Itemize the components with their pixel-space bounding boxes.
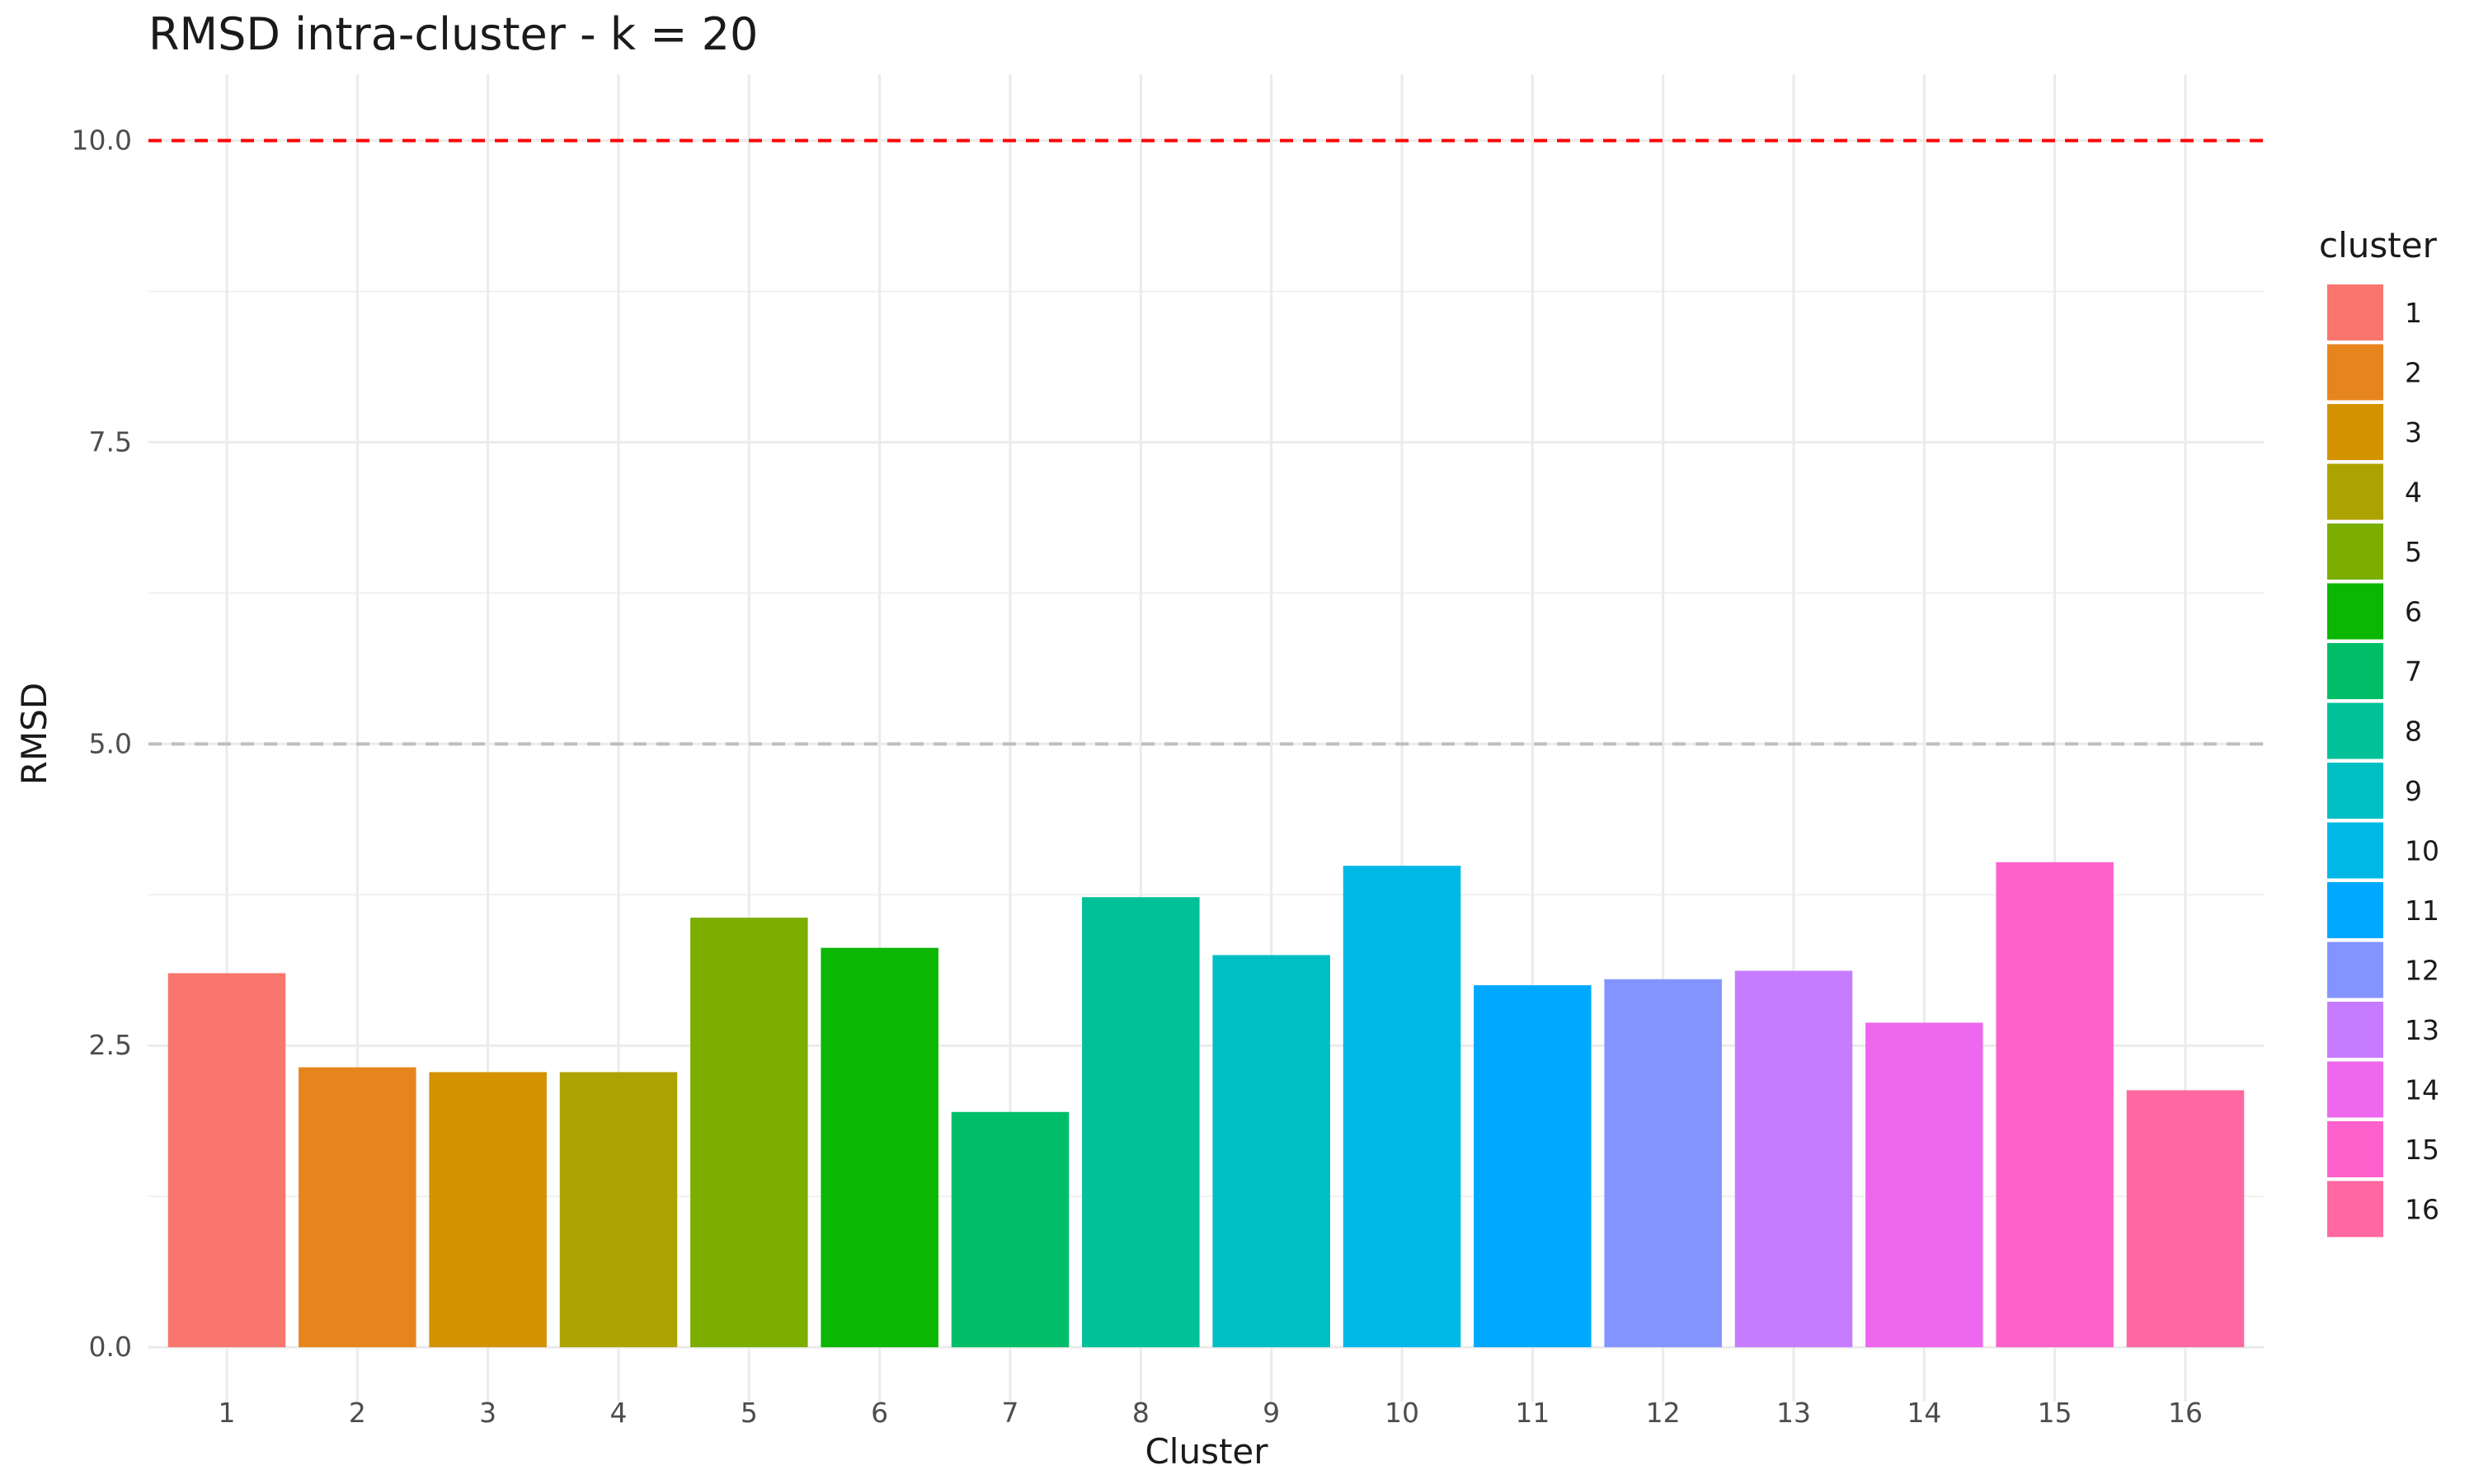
legend-key [2327, 763, 2383, 819]
y-tick-label: 5.0 [89, 727, 132, 759]
x-tick-label: 1 [219, 1397, 236, 1429]
legend-label: 4 [2405, 477, 2422, 509]
legend-key [2327, 404, 2383, 460]
legend-label: 16 [2405, 1194, 2439, 1226]
y-tick-label: 7.5 [89, 425, 132, 458]
bar-cluster-7 [951, 1111, 1070, 1348]
bar-cluster-3 [429, 1072, 547, 1348]
y-axis-title: RMSD [14, 683, 54, 785]
legend-label: 2 [2405, 357, 2422, 389]
legend-label: 9 [2405, 775, 2422, 807]
bars [167, 862, 2245, 1348]
x-tick-label: 2 [349, 1397, 366, 1429]
bar-cluster-2 [299, 1067, 416, 1348]
bar-cluster-10 [1343, 866, 1461, 1348]
chart-title: RMSD intra-cluster - k = 20 [148, 8, 758, 60]
legend-key [2327, 524, 2383, 580]
legend-label: 10 [2405, 835, 2439, 867]
legend-label: 8 [2405, 716, 2422, 748]
x-tick-label: 10 [1385, 1397, 1419, 1429]
x-tick-label: 5 [741, 1397, 758, 1429]
y-tick-label: 0.0 [89, 1331, 132, 1363]
bar-cluster-4 [559, 1072, 678, 1348]
x-axis-title: Cluster [1145, 1431, 1268, 1472]
x-tick-label: 14 [1907, 1397, 1941, 1429]
bar-cluster-16 [2126, 1090, 2245, 1348]
legend-key [2327, 702, 2383, 759]
legend-label: 15 [2405, 1134, 2439, 1166]
legend-key [2327, 1002, 2383, 1058]
x-tick-label: 4 [610, 1397, 628, 1429]
legend-label: 7 [2405, 655, 2422, 688]
reference-lines [148, 139, 2264, 746]
x-tick-label: 8 [1132, 1397, 1150, 1429]
legend-key [2327, 1061, 2383, 1118]
legend-label: 13 [2405, 1014, 2439, 1046]
legend-label: 12 [2405, 955, 2439, 987]
legend-label: 3 [2405, 416, 2422, 448]
legend-label: 6 [2405, 596, 2422, 628]
x-tick-label: 13 [1776, 1397, 1811, 1429]
y-axis-ticks: 0.0 2.5 5.0 7.5 10.0 [72, 124, 132, 1364]
legend-label: 11 [2405, 895, 2439, 927]
legend-key [2327, 643, 2383, 699]
legend-key [2327, 1181, 2383, 1237]
x-tick-label: 15 [2038, 1397, 2072, 1429]
bar-cluster-12 [1604, 979, 1722, 1348]
x-axis-ticks: 1 2 3 4 5 6 7 8 9 10 11 12 13 14 15 16 [219, 1397, 2204, 1429]
bar-cluster-9 [1212, 955, 1330, 1348]
x-tick-label: 11 [1515, 1397, 1550, 1429]
legend-key [2327, 882, 2383, 938]
x-tick-label: 16 [2168, 1397, 2203, 1429]
bar-cluster-5 [690, 918, 808, 1348]
legend-label: 14 [2405, 1074, 2439, 1106]
x-tick-label: 3 [479, 1397, 496, 1429]
bar-cluster-6 [821, 947, 938, 1348]
x-tick-label: 9 [1263, 1397, 1280, 1429]
bar-cluster-13 [1734, 970, 1853, 1348]
legend-title: cluster [2319, 225, 2438, 265]
bar-cluster-8 [1082, 897, 1200, 1348]
bar-cluster-15 [1996, 862, 2114, 1348]
legend-key [2327, 344, 2383, 401]
bar-cluster-1 [167, 973, 286, 1348]
bar-cluster-14 [1865, 1022, 1983, 1348]
bar-cluster-11 [1474, 985, 1592, 1348]
legend-key [2327, 1121, 2383, 1177]
legend-key [2327, 942, 2383, 998]
legend-label: 1 [2405, 297, 2422, 329]
legend-key [2327, 583, 2383, 640]
legend-key [2327, 284, 2383, 340]
x-tick-label: 12 [1646, 1397, 1681, 1429]
legend-key [2327, 822, 2383, 879]
y-tick-label: 2.5 [89, 1029, 132, 1061]
y-tick-label: 10.0 [72, 124, 132, 157]
x-tick-label: 6 [871, 1397, 888, 1429]
legend-label: 5 [2405, 536, 2422, 568]
legend-key [2327, 463, 2383, 520]
x-tick-label: 7 [1002, 1397, 1019, 1429]
